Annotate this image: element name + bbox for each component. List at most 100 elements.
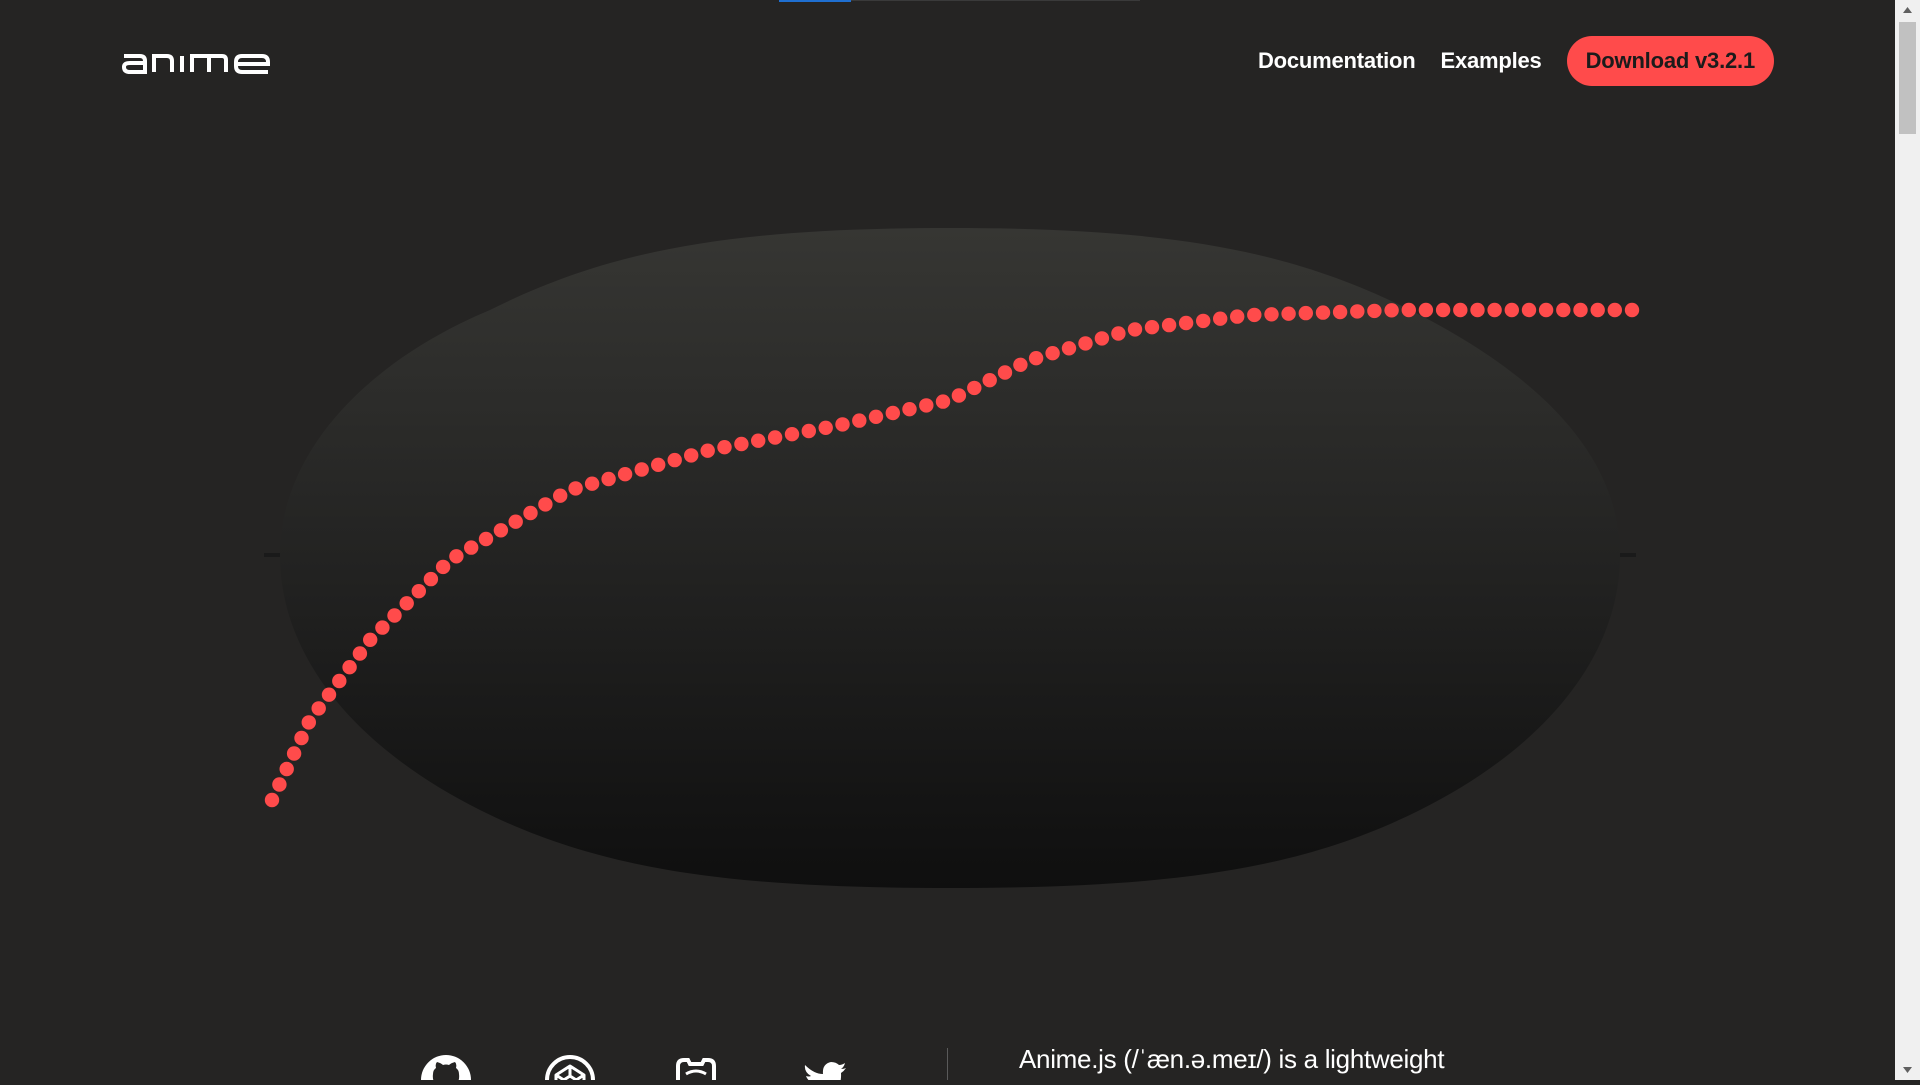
hero-dot xyxy=(982,373,997,388)
hero-dot xyxy=(342,660,357,675)
hero-dot xyxy=(1013,357,1028,372)
hero-dot xyxy=(568,481,583,496)
twitter-icon xyxy=(804,1062,846,1080)
hero-dot xyxy=(1247,307,1262,323)
nav-examples-link[interactable]: Examples xyxy=(1440,48,1542,73)
hero-dot xyxy=(801,423,816,439)
hero-dot xyxy=(1487,302,1502,318)
hero-dot xyxy=(751,433,766,448)
hero-dot xyxy=(1435,302,1451,318)
download-button[interactable]: Download v3.2.1 xyxy=(1566,36,1774,86)
hero-dot xyxy=(784,427,800,442)
hero-dot xyxy=(852,413,867,428)
hero-dot xyxy=(684,448,699,463)
hero-dot xyxy=(272,777,287,792)
codepen-link[interactable] xyxy=(544,1054,596,1080)
hero-animation xyxy=(264,228,1640,888)
hero-dot xyxy=(363,632,378,647)
scroll-down-arrow-icon[interactable] xyxy=(1895,1060,1920,1080)
hero-dot xyxy=(1264,307,1279,322)
anime-logo-icon xyxy=(121,54,270,74)
hero-dot xyxy=(868,409,884,424)
hero-dot xyxy=(935,394,951,409)
hero-dot xyxy=(1384,303,1399,318)
hero-dot xyxy=(294,730,309,746)
hero-dot-trail xyxy=(264,302,1640,808)
github-link[interactable] xyxy=(420,1054,472,1080)
hero-dot xyxy=(464,540,479,555)
hero-dot xyxy=(1538,302,1554,318)
hero-dot xyxy=(1045,346,1060,361)
hero-dot xyxy=(919,398,934,413)
hero-dot xyxy=(375,620,390,635)
page-progress-track xyxy=(851,0,1140,1)
vertical-scrollbar[interactable] xyxy=(1895,0,1920,1080)
hero-dot xyxy=(1298,305,1314,321)
hero-dot xyxy=(617,467,633,482)
scroll-up-arrow-icon[interactable] xyxy=(1895,0,1920,20)
hero-dot xyxy=(1144,320,1160,335)
hero-dot xyxy=(399,596,414,611)
hero-dot xyxy=(667,452,682,468)
hero-dot xyxy=(717,440,732,455)
hero-dot xyxy=(967,380,982,396)
hero-blob xyxy=(264,228,1636,888)
hero-dot xyxy=(584,476,600,491)
hero-dot xyxy=(1028,351,1044,366)
intro-divider xyxy=(947,1048,948,1080)
hero-dot xyxy=(435,559,451,575)
hero-dot xyxy=(1127,322,1143,337)
github-icon xyxy=(421,1055,471,1080)
anime-logo[interactable] xyxy=(121,46,270,74)
nav-documentation-link[interactable]: Documentation xyxy=(1257,48,1416,73)
hero-dot xyxy=(538,497,553,512)
hero-dot xyxy=(553,488,568,503)
hero-dot xyxy=(885,405,900,421)
hero-dot xyxy=(1213,311,1228,326)
hero-dot xyxy=(1367,303,1382,319)
scrollbar-thumb[interactable] xyxy=(1899,22,1916,134)
intro-tagline: Anime.js (/ˈæn.ə.meɪ/) is a lightweight xyxy=(1019,1044,1445,1074)
hero-dot xyxy=(311,701,326,716)
hero-dot xyxy=(321,687,337,702)
hero-dot xyxy=(1094,331,1110,346)
hero-dot xyxy=(1453,302,1468,318)
hero-dot xyxy=(1196,313,1211,329)
hero-dot xyxy=(449,549,464,564)
hero-dot xyxy=(835,417,850,432)
hero-dot xyxy=(279,761,294,777)
hero-dot xyxy=(411,584,426,599)
hero-dot xyxy=(1315,305,1331,320)
hero-dot xyxy=(1178,315,1194,331)
hero-dot xyxy=(523,505,538,521)
intro-section: Anime.js (/ˈæn.ə.meɪ/) is a lightweight xyxy=(0,1040,1895,1080)
hero-dot xyxy=(818,420,833,435)
hero-dot xyxy=(997,365,1013,380)
site-header: Documentation Examples Download v3.2.1 xyxy=(0,0,1895,120)
hero-dot xyxy=(1061,341,1077,356)
hero-dot xyxy=(1230,309,1245,324)
hero-dot xyxy=(700,443,715,458)
hero-dot xyxy=(734,436,749,452)
hero-dot xyxy=(1590,302,1605,318)
twitter-link[interactable] xyxy=(796,1054,848,1080)
hero-dot xyxy=(493,523,509,538)
hero-dot xyxy=(1281,306,1296,321)
hero-dot xyxy=(1521,302,1537,318)
hero-dot xyxy=(387,608,402,623)
hero-dot xyxy=(301,715,316,730)
hero-dot xyxy=(1332,304,1348,320)
discord-link[interactable] xyxy=(670,1054,722,1080)
hero-dot xyxy=(1401,302,1417,318)
hero-dot xyxy=(1556,302,1571,318)
hero-dot xyxy=(902,402,917,417)
hero-dot xyxy=(767,430,783,445)
hero-dot xyxy=(423,571,439,587)
hero-dot xyxy=(1350,304,1365,319)
hero-dot xyxy=(1161,317,1177,333)
hero-dot xyxy=(352,646,368,661)
hero-dot xyxy=(286,746,302,761)
discord-icon xyxy=(676,1058,716,1080)
hero-dot xyxy=(478,531,494,547)
